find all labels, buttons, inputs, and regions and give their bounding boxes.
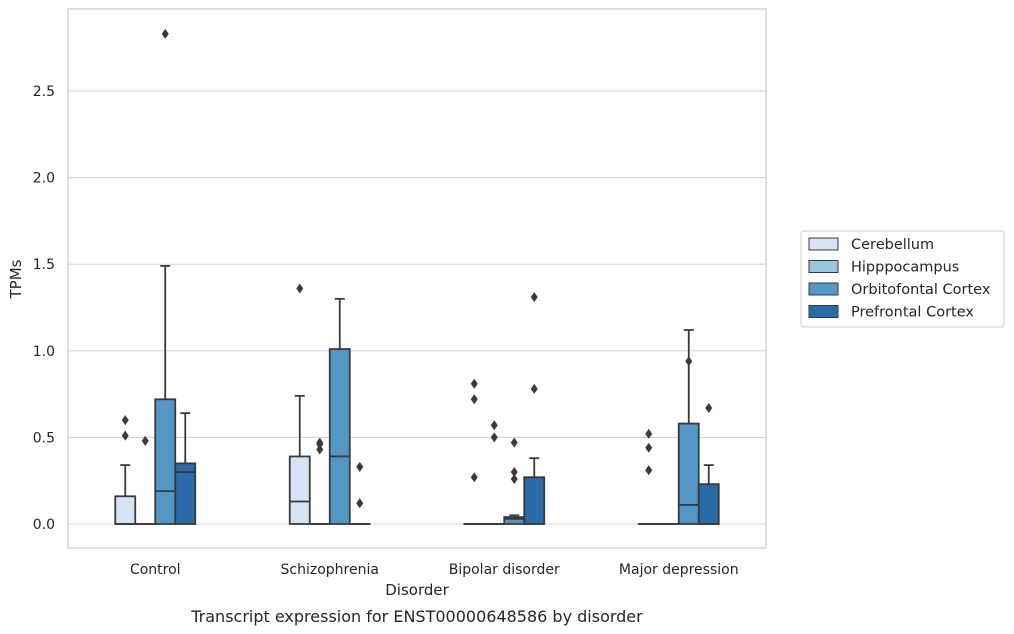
x-axis-title: Disorder (385, 581, 449, 599)
box-orbitofontal-cortex (677, 329, 700, 525)
outlier-point (141, 435, 149, 446)
box-orbitofontal-cortex (503, 437, 526, 525)
x-tick-label: Major depression (619, 562, 739, 578)
outlier-point (685, 356, 693, 367)
box-prefrontal-cortex (697, 402, 720, 525)
box-iqr (523, 476, 546, 525)
outlier-point (356, 461, 364, 472)
box-iqr (288, 455, 311, 525)
outlier-point (510, 437, 518, 448)
box-cerebellum (463, 378, 486, 525)
legend-swatch (808, 260, 839, 273)
x-tick-label: Control (130, 562, 181, 578)
box-iqr (697, 483, 720, 525)
box-iqr (677, 422, 700, 525)
x-tick-label: Schizophrenia (281, 562, 379, 578)
outlier-point (316, 437, 324, 448)
box-prefrontal-cortex (348, 461, 371, 525)
outlier-point (470, 394, 478, 405)
box-hipppocampus (483, 420, 506, 525)
legend-label: Hipppocampus (851, 260, 959, 276)
box-cerebellum (637, 428, 660, 525)
outlier-point (470, 472, 478, 483)
plot-frame (67, 8, 767, 549)
box-prefrontal-cortex (523, 292, 546, 525)
box-iqr (154, 398, 177, 525)
outlier-point (645, 428, 653, 439)
y-tick-label: 1.5 (33, 257, 55, 273)
box-cerebellum (288, 283, 311, 525)
outlier-point (316, 444, 324, 455)
legend-label: Orbitofontal Cortex (851, 282, 991, 298)
outlier-point (296, 283, 304, 294)
y-tick-label: 1.0 (33, 344, 55, 360)
box-iqr (174, 462, 197, 525)
outlier-point (356, 498, 364, 509)
legend-label: Prefrontal Cortex (851, 305, 974, 321)
box-hipppocampus (134, 435, 157, 525)
outlier-point (490, 420, 498, 431)
outlier-point (510, 473, 518, 484)
legend-swatch (808, 282, 839, 296)
y-tick-labels: 0.0 0.5 1.0 1.5 2.0 2.5 (33, 84, 55, 533)
y-tick-label: 2.0 (33, 171, 55, 187)
box-iqr (114, 495, 137, 525)
legend-swatch (808, 305, 839, 318)
outlier-point (490, 432, 498, 443)
outlier-point (645, 442, 653, 453)
outlier-point (161, 28, 169, 39)
box-hipppocampus (308, 437, 331, 525)
outlier-point (645, 465, 653, 476)
y-tick-label: 2.5 (33, 84, 55, 100)
chart-caption: Transcript expression for ENST0000064858… (190, 607, 643, 626)
y-axis-title: TPMs (7, 259, 25, 299)
legend-frame (800, 230, 1005, 328)
x-tick-label: Bipolar disorder (449, 562, 560, 578)
outlier-point (470, 378, 478, 389)
box-prefrontal-cortex (174, 412, 197, 525)
legend-label: Cerebellum (851, 237, 934, 253)
x-tick-labels: Control Schizophrenia Bipolar disorder Majo… (130, 562, 739, 578)
outlier-point (530, 383, 538, 394)
outlier-point (705, 402, 713, 413)
outlier-point (510, 467, 518, 478)
outlier-point (530, 292, 538, 303)
box-orbitofontal-cortex (328, 297, 351, 525)
box-iqr (328, 348, 351, 525)
legend-swatch (808, 237, 839, 251)
box-plots (114, 28, 720, 525)
y-tick-label: 0.5 (33, 430, 55, 446)
legend: Cerebellum Hipppocampus Orbitofontal Corte… (800, 230, 1005, 328)
box-cerebellum (114, 415, 137, 525)
box-orbitofontal-cortex (154, 28, 177, 525)
y-tick-label: 0.0 (33, 517, 55, 533)
outlier-point (121, 415, 129, 426)
outlier-point (121, 430, 129, 441)
